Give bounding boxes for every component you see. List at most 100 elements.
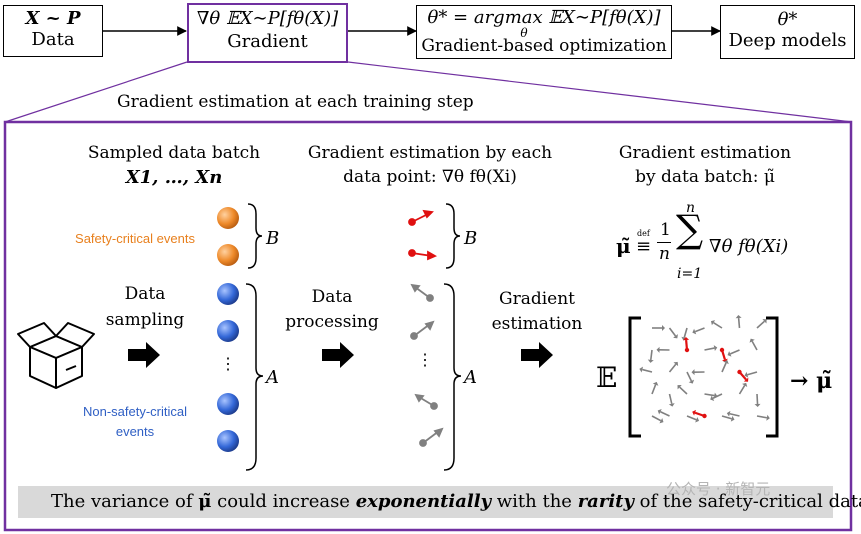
field-arrowhead-gray — [742, 382, 748, 387]
optimization-box-formula: θ* = argmax 𝔼X∼P[fθ(X)] — [427, 7, 661, 28]
brace-B-arrows — [445, 203, 461, 269]
formula-sum-top: n — [686, 200, 696, 216]
footer-pre: The variance of — [51, 491, 199, 512]
section-title: Gradient estimation at each training ste… — [117, 92, 474, 112]
deep-models-label: Deep models — [728, 29, 847, 51]
result-arrow-mu: → μ̃ — [790, 368, 833, 394]
field-arrow-gray — [668, 393, 673, 404]
field-arrowhead-gray — [710, 320, 716, 326]
field-arrowhead-gray — [730, 415, 735, 422]
formula-frac-den: n — [659, 244, 670, 264]
field-arrowhead-gray — [762, 319, 767, 324]
brace-A-arrows — [443, 283, 462, 471]
field-arrow-gray — [660, 411, 670, 417]
batch-subheading: X1, …, Xn — [125, 167, 223, 188]
safety-critical-label: Safety-critical events — [75, 231, 195, 246]
field-arrow-gray — [756, 393, 759, 405]
brace-A2-label: A — [464, 367, 477, 388]
footer-exponentially: exponentially — [355, 491, 492, 512]
field-arrow-gray — [738, 385, 746, 395]
field-arrowhead-gray — [744, 371, 749, 378]
brace-A — [245, 283, 264, 471]
field-arrow-gray — [651, 415, 662, 422]
field-arrow-gray — [651, 384, 657, 395]
footer-mid1: could increase — [211, 491, 356, 512]
optimization-box-sub: θ — [520, 25, 528, 40]
balls-vertical-dots: ⋮ — [220, 354, 236, 373]
field-arrow-gray — [668, 327, 677, 337]
field-arrow-gray — [729, 412, 740, 417]
field-dot-red — [737, 369, 742, 375]
gray-gradient-arrows — [410, 283, 444, 447]
field-arrow-gray — [756, 320, 765, 329]
non-safety-critical-label-2: events — [115, 424, 155, 439]
formula-frac-bar — [657, 242, 671, 243]
field-arrow-gray — [679, 386, 688, 395]
field-arrowhead-gray — [749, 338, 755, 343]
field-arrowhead-gray — [673, 334, 678, 339]
data-box: X ~ P Data — [3, 5, 103, 57]
field-arrow-gray — [683, 327, 688, 338]
gradient-box-formula: ∇θ 𝔼X∼P[fθ(X)] — [196, 8, 339, 29]
big-arrow-estimation — [521, 342, 553, 368]
field-arrow-gray — [704, 347, 715, 351]
field-arrow-gray — [721, 415, 732, 420]
field-arrow-gray — [686, 415, 697, 421]
big-arrow-processing — [322, 342, 354, 368]
field-arrowhead-gray — [692, 328, 697, 335]
batch-est-subheading: by data batch: μ̃ — [635, 167, 775, 187]
field-arrow-gray — [713, 322, 723, 329]
brace-A-label: A — [266, 367, 279, 388]
matrix-bracket-right — [766, 316, 779, 438]
field-arrowhead-gray — [681, 336, 688, 341]
field-arrow-gray — [649, 349, 653, 361]
training-step-frame — [3, 120, 853, 532]
field-arrowhead-gray — [735, 315, 742, 319]
per-point-subheading: data point: ∇θ fθ(Xi) — [343, 167, 517, 187]
footer-rarity: rarity — [577, 491, 634, 512]
gradient-box-label: Gradient — [227, 30, 308, 52]
data-sampling-label-2: sampling — [105, 310, 185, 330]
watermark: 公众号 · 新智元 — [666, 480, 771, 498]
gradient-field — [639, 315, 770, 424]
field-arrowhead-gray — [662, 325, 665, 331]
field-arrow-gray — [737, 317, 741, 329]
matrix-bracket-left — [628, 316, 641, 438]
field-arrowhead-gray — [766, 414, 770, 421]
zoom-line-left — [4, 61, 188, 123]
field-dot-red — [684, 347, 690, 353]
formula-def: def — [637, 229, 650, 238]
brace-B-label: B — [266, 228, 280, 249]
batch-est-heading: Gradient estimation — [618, 143, 792, 163]
field-arrow-gray — [729, 349, 740, 355]
footer-mu: μ̃ — [198, 491, 212, 512]
field-dot-red — [702, 413, 707, 419]
field-arrowhead-red — [743, 377, 749, 382]
formula-sum-bottom: i=1 — [677, 266, 703, 282]
batch-heading: Sampled data batch — [87, 143, 261, 163]
field-arrowhead-gray — [647, 359, 654, 363]
blue-ball — [217, 320, 239, 342]
orange-ball — [217, 207, 239, 229]
field-arrowhead-gray — [659, 418, 664, 424]
field-arrowhead-red — [692, 409, 697, 416]
data-processing-label-1: Data — [311, 287, 353, 307]
field-arrow-gray — [694, 327, 705, 333]
formula-term: ∇θ fθ(Xi) — [709, 236, 789, 257]
optimization-box: θ* = argmax 𝔼X∼P[fθ(X)] θ Gradient-based… — [416, 5, 672, 59]
orange-ball — [217, 244, 239, 266]
field-arrowhead-gray — [688, 379, 695, 384]
gradient-estimation-label-2: estimation — [491, 314, 583, 334]
formula-equiv: ≡ — [636, 236, 652, 257]
formula-frac-num: 1 — [660, 220, 671, 240]
brace-B2-label: B — [464, 228, 478, 249]
field-arrowhead-gray — [726, 410, 731, 417]
field-arrowhead-red — [683, 337, 690, 341]
footer-mid2: with the — [491, 491, 578, 512]
footer-post: of the safety-critical data. — [633, 491, 861, 512]
per-point-heading: Gradient estimation by each — [307, 143, 553, 163]
field-arrowhead-gray — [754, 403, 761, 407]
field-arrow-gray — [704, 393, 715, 397]
mu-formula: μ̃ def ≡ 1 n n ∑ i=1 ∇θ fθ(Xi) — [614, 196, 814, 292]
